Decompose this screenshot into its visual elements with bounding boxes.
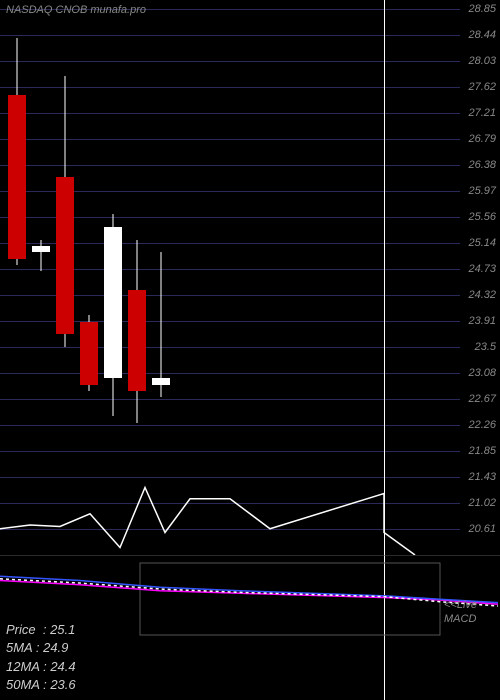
candle-body: [32, 246, 50, 252]
y-tick-label: 28.44: [468, 29, 496, 41]
y-tick-label: 25.14: [468, 237, 496, 249]
gridline: [0, 35, 460, 36]
y-tick-label: 22.67: [468, 393, 496, 405]
y-tick-label: 24.73: [468, 263, 496, 275]
y-tick-label: 28.03: [468, 55, 496, 67]
y-tick-label: 21.43: [468, 471, 496, 483]
ma5-label: 5MA :: [6, 640, 43, 655]
y-tick-label: 27.21: [468, 107, 496, 119]
candle-body: [8, 95, 26, 259]
macd-line: [0, 576, 498, 602]
gridline: [0, 113, 460, 114]
candle-body: [128, 290, 146, 391]
candle-body: [56, 177, 74, 335]
ma5-value: 24.9: [43, 640, 68, 655]
candle-body: [152, 378, 170, 384]
y-tick-label: 27.62: [468, 81, 496, 93]
gridline: [0, 347, 460, 348]
ma12-label: 12MA :: [6, 659, 50, 674]
macd-line: [0, 579, 498, 606]
price-label: Price :: [6, 622, 50, 637]
gridline: [0, 61, 460, 62]
y-tick-label: 26.38: [468, 159, 496, 171]
gridline: [0, 399, 460, 400]
gridline: [0, 425, 460, 426]
stock-chart-container: NASDAQ CNOB munafa.pro 28.85 28.44 28.03 27…: [0, 0, 500, 700]
y-tick-label: 22.26: [468, 419, 496, 431]
ma12-value: 24.4: [50, 659, 75, 674]
ma50-row: 50MA : 23.6: [6, 676, 76, 694]
candle-wick: [41, 240, 42, 272]
macd-line: [0, 581, 498, 605]
ma12-row: 12MA : 24.4: [6, 658, 76, 676]
y-tick-label: 23.08: [468, 367, 496, 379]
macd-name-label: MACD: [444, 613, 476, 625]
candle-wick: [161, 252, 162, 397]
y-tick-label: 20.61: [468, 523, 496, 535]
y-tick-label: 23.5: [475, 341, 496, 353]
price-value: 25.1: [50, 622, 75, 637]
macd-border-box: [140, 563, 440, 635]
volume-polyline: [0, 488, 415, 556]
y-tick-label: 21.02: [468, 497, 496, 509]
y-tick-label: 25.56: [468, 211, 496, 223]
ma5-row: 5MA : 24.9: [6, 639, 76, 657]
gridline: [0, 165, 460, 166]
price-chart: [0, 0, 460, 555]
candle-body: [104, 227, 122, 378]
volume-line-svg: [0, 480, 460, 555]
y-tick-label: 26.79: [468, 133, 496, 145]
y-tick-label: 28.85: [468, 3, 496, 15]
gridline: [0, 477, 460, 478]
y-tick-label: 25.97: [468, 185, 496, 197]
volume-panel: [0, 480, 460, 555]
candle-body: [80, 322, 98, 385]
gridline: [0, 87, 460, 88]
macd-live-label: <<Live: [444, 599, 477, 611]
ma50-label: 50MA :: [6, 677, 50, 692]
gridline: [0, 139, 460, 140]
y-tick-label: 21.85: [468, 445, 496, 457]
ma50-value: 23.6: [50, 677, 75, 692]
info-panel: Price : 25.1 5MA : 24.9 12MA : 24.4 50MA…: [6, 621, 76, 694]
y-tick-label: 24.32: [468, 289, 496, 301]
y-tick-label: 23.91: [468, 315, 496, 327]
price-row: Price : 25.1: [6, 621, 76, 639]
gridline: [0, 373, 460, 374]
gridline: [0, 451, 460, 452]
chart-title: NASDAQ CNOB munafa.pro: [6, 4, 146, 16]
